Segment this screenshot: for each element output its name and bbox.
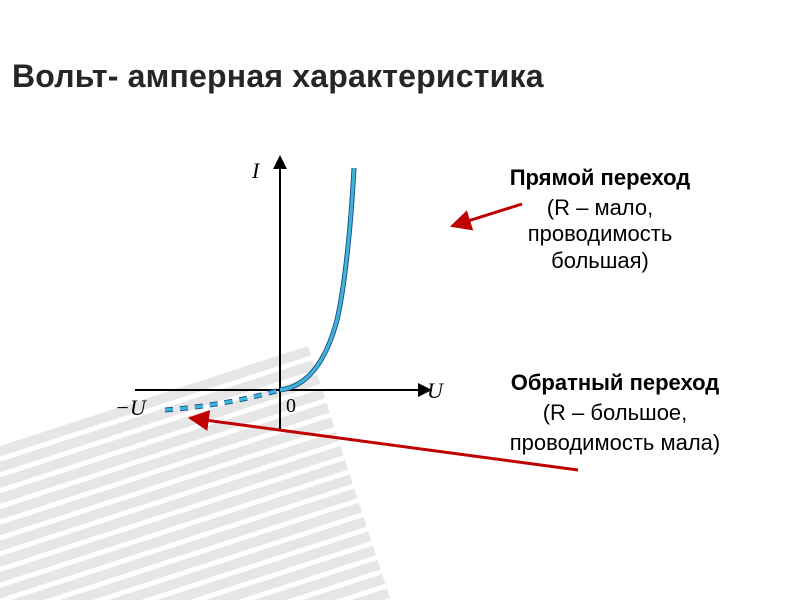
reverse-desc2: проводимость мала) bbox=[470, 430, 760, 456]
forward-desc: (R – мало, проводимость большая) bbox=[455, 195, 745, 274]
x-axis-label-pos: U bbox=[427, 378, 445, 403]
origin-label: 0 bbox=[286, 395, 296, 417]
reverse-desc1: (R – большое, bbox=[470, 400, 760, 426]
reverse-title: Обратный переход bbox=[470, 370, 760, 396]
x-axis-label-neg: −U bbox=[115, 395, 148, 420]
slide-title: Вольт- амперная характеристика bbox=[12, 58, 544, 95]
forward-title: Прямой переход bbox=[455, 165, 745, 191]
reverse-curve-inner bbox=[165, 390, 280, 410]
vac-chart: I U −U 0 bbox=[105, 150, 455, 450]
forward-curve-inner bbox=[280, 168, 354, 390]
y-axis-label: I bbox=[251, 158, 261, 183]
